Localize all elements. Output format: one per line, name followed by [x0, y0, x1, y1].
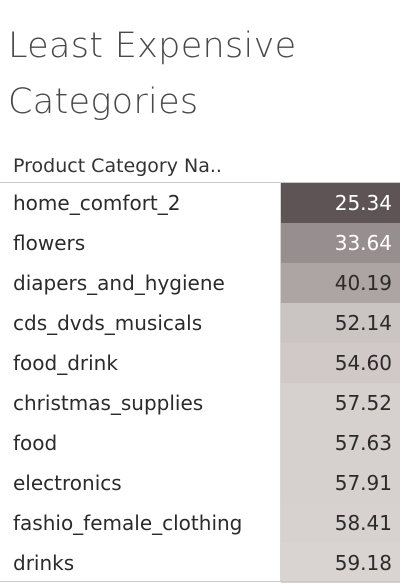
value-label: 59.18 — [335, 550, 392, 576]
row-category-label: christmas_supplies — [13, 390, 279, 416]
row-category-label: diapers_and_hygiene — [13, 270, 279, 296]
table-row[interactable]: christmas_supplies 57.52 — [0, 383, 400, 423]
table-row[interactable]: flowers 33.64 — [0, 223, 400, 263]
column-divider — [280, 182, 281, 582]
row-category-label: home_comfort_2 — [13, 190, 279, 216]
value-label: 58.41 — [335, 510, 392, 536]
value-label: 57.91 — [335, 470, 392, 496]
row-category-label: drinks — [13, 550, 279, 576]
row-category-label: food_drink — [13, 350, 279, 376]
table-row[interactable]: food_drink 54.60 — [0, 343, 400, 383]
value-label: 25.34 — [335, 190, 392, 216]
value-label: 57.52 — [335, 390, 392, 416]
value-cell[interactable]: 58.41 — [281, 503, 400, 543]
value-cell[interactable]: 25.34 — [281, 183, 400, 223]
value-cell[interactable]: 54.60 — [281, 343, 400, 383]
value-cell[interactable]: 57.63 — [281, 423, 400, 463]
table-header-row: Product Category Na.. — [0, 150, 400, 183]
chart-title-line-2: Categories — [8, 74, 398, 130]
value-label: 40.19 — [335, 270, 392, 296]
highlight-table: Product Category Na.. home_comfort_2 25.3… — [0, 150, 400, 583]
row-category-label: electronics — [13, 470, 279, 496]
column-header-product-category[interactable]: Product Category Na.. — [13, 153, 222, 179]
value-cell[interactable]: 52.14 — [281, 303, 400, 343]
value-label: 52.14 — [335, 310, 392, 336]
table-row[interactable]: electronics 57.91 — [0, 463, 400, 503]
table-row[interactable]: drinks 59.18 — [0, 543, 400, 583]
row-category-label: flowers — [13, 230, 279, 256]
value-label: 54.60 — [335, 350, 392, 376]
table-row[interactable]: cds_dvds_musicals 52.14 — [0, 303, 400, 343]
chart-title-line-1: Least Expensive — [8, 18, 398, 74]
table-row[interactable]: diapers_and_hygiene 40.19 — [0, 263, 400, 303]
table-body: home_comfort_2 25.34 flowers 33.64 diapers_a… — [0, 183, 400, 583]
value-cell[interactable]: 57.91 — [281, 463, 400, 503]
value-cell[interactable]: 33.64 — [281, 223, 400, 263]
row-category-label: cds_dvds_musicals — [13, 310, 279, 336]
table-row[interactable]: food 57.63 — [0, 423, 400, 463]
table-row[interactable]: home_comfort_2 25.34 — [0, 183, 400, 223]
table-row[interactable]: fashio_female_clothing 58.41 — [0, 503, 400, 543]
value-cell[interactable]: 59.18 — [281, 543, 400, 583]
value-cell[interactable]: 40.19 — [281, 263, 400, 303]
value-label: 33.64 — [335, 230, 392, 256]
chart-title: Least Expensive Categories — [8, 18, 398, 130]
value-cell[interactable]: 57.52 — [281, 383, 400, 423]
row-category-label: fashio_female_clothing — [13, 510, 279, 536]
row-category-label: food — [13, 430, 279, 456]
value-label: 57.63 — [335, 430, 392, 456]
table-bottom-border — [0, 581, 400, 582]
